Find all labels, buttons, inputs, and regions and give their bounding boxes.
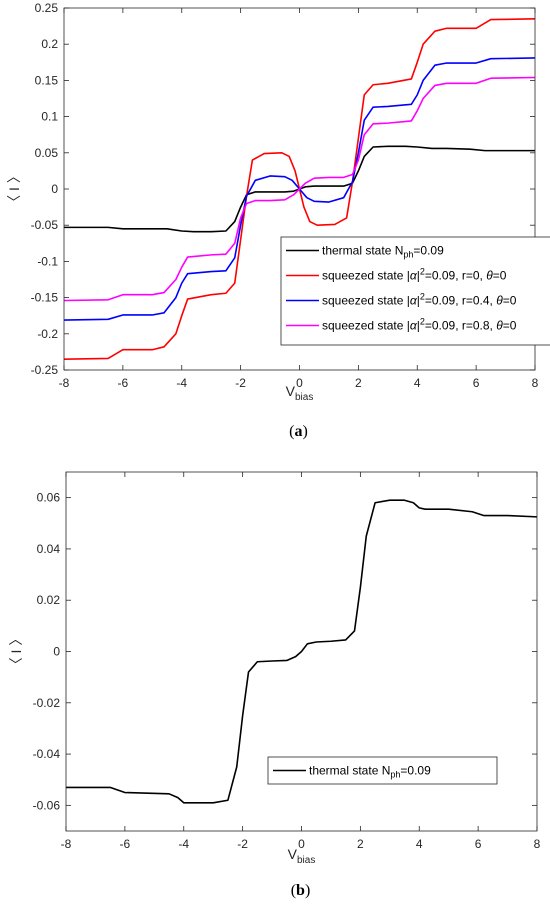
- legend-entry-label: thermal state Nph=0.09: [322, 244, 444, 260]
- x-tick-label: 2: [355, 376, 362, 390]
- chart-panel-b: -8 -6 -4 -2 0 2 4 6 8 -0.06 -0.04 -0.02 0 0.02 0.04 0.0…: [8, 471, 541, 899]
- y-tick-label: -0.15: [31, 291, 59, 305]
- x-axis-label: Vbias: [288, 846, 316, 866]
- y-tick-label: 0.25: [35, 1, 59, 15]
- legend: thermal state Nph=0.09 squeezed state |α|…: [280, 236, 550, 346]
- panel-caption: (a): [289, 423, 308, 440]
- y-tick-label: -0.2: [37, 327, 58, 341]
- series-line-4: [64, 76, 535, 302]
- x-tick-label: -2: [235, 376, 246, 390]
- legend-box: [280, 236, 550, 346]
- legend: thermal state Nph=0.09: [267, 756, 498, 785]
- x-tick-label: 4: [416, 837, 423, 851]
- chart-panel-a: -8 -6 -4 -2 0 2 4 6 8 -0.25 -0.2 -0.15 -0.1 -0.05 0 0.0…: [6, 1, 550, 440]
- series-line-1: [66, 499, 537, 804]
- x-tick-label: 8: [534, 837, 541, 851]
- x-tick-label: -4: [176, 376, 187, 390]
- legend-entry-label: squeezed state |α|2=0.09, r=0, θ=0: [322, 267, 507, 283]
- x-tick-label: -6: [118, 376, 129, 390]
- x-tick-label: -8: [61, 837, 72, 851]
- y-tick-label: 0.05: [35, 146, 59, 160]
- y-tick-label: -0.05: [31, 218, 59, 232]
- y-tick-label: 0.15: [35, 73, 59, 87]
- series-line-1: [64, 145, 535, 233]
- x-tick-label: 0: [298, 837, 305, 851]
- x-axis-label: Vbias: [286, 383, 314, 403]
- x-tick-label: -6: [120, 837, 131, 851]
- y-tick-label: 0: [53, 645, 60, 659]
- x-tick-label: -8: [59, 376, 70, 390]
- y-tick-label: 0.02: [37, 593, 61, 607]
- y-tick-label: 0.2: [41, 37, 58, 51]
- legend-box: [267, 756, 498, 785]
- y-tick-label: 0.04: [37, 542, 61, 556]
- legend-entry-label: squeezed state |α|2=0.09, r=0.8, θ=0: [322, 317, 517, 333]
- y-tick-label: 0.06: [37, 491, 61, 505]
- panel-caption: (b): [291, 882, 311, 899]
- x-tick-label: -4: [178, 837, 189, 851]
- x-tick-label: 6: [475, 837, 482, 851]
- legend-entry-label: squeezed state |α|2=0.09, r=0.4, θ=0: [322, 292, 517, 308]
- x-tick-label: 2: [357, 837, 364, 851]
- x-tick-label: 4: [414, 376, 421, 390]
- y-tick-label: 0.1: [41, 110, 58, 124]
- x-tick-label: 6: [473, 376, 480, 390]
- x-tick-label: 0: [296, 376, 303, 390]
- legend-entry-label: thermal state Nph=0.09: [309, 764, 431, 780]
- y-tick-label: -0.04: [33, 747, 61, 761]
- y-tick-label: 0: [51, 182, 58, 196]
- y-tick-label: -0.02: [33, 696, 61, 710]
- x-tick-label: 8: [532, 376, 539, 390]
- y-tick-label: -0.1: [37, 254, 58, 268]
- y-tick-label: -0.06: [33, 798, 61, 812]
- y-axis-label: 〈 I 〉: [6, 169, 22, 209]
- y-tick-label: -0.25: [31, 363, 59, 377]
- y-axis-label: 〈 I 〉: [8, 632, 24, 672]
- x-tick-label: -2: [237, 837, 248, 851]
